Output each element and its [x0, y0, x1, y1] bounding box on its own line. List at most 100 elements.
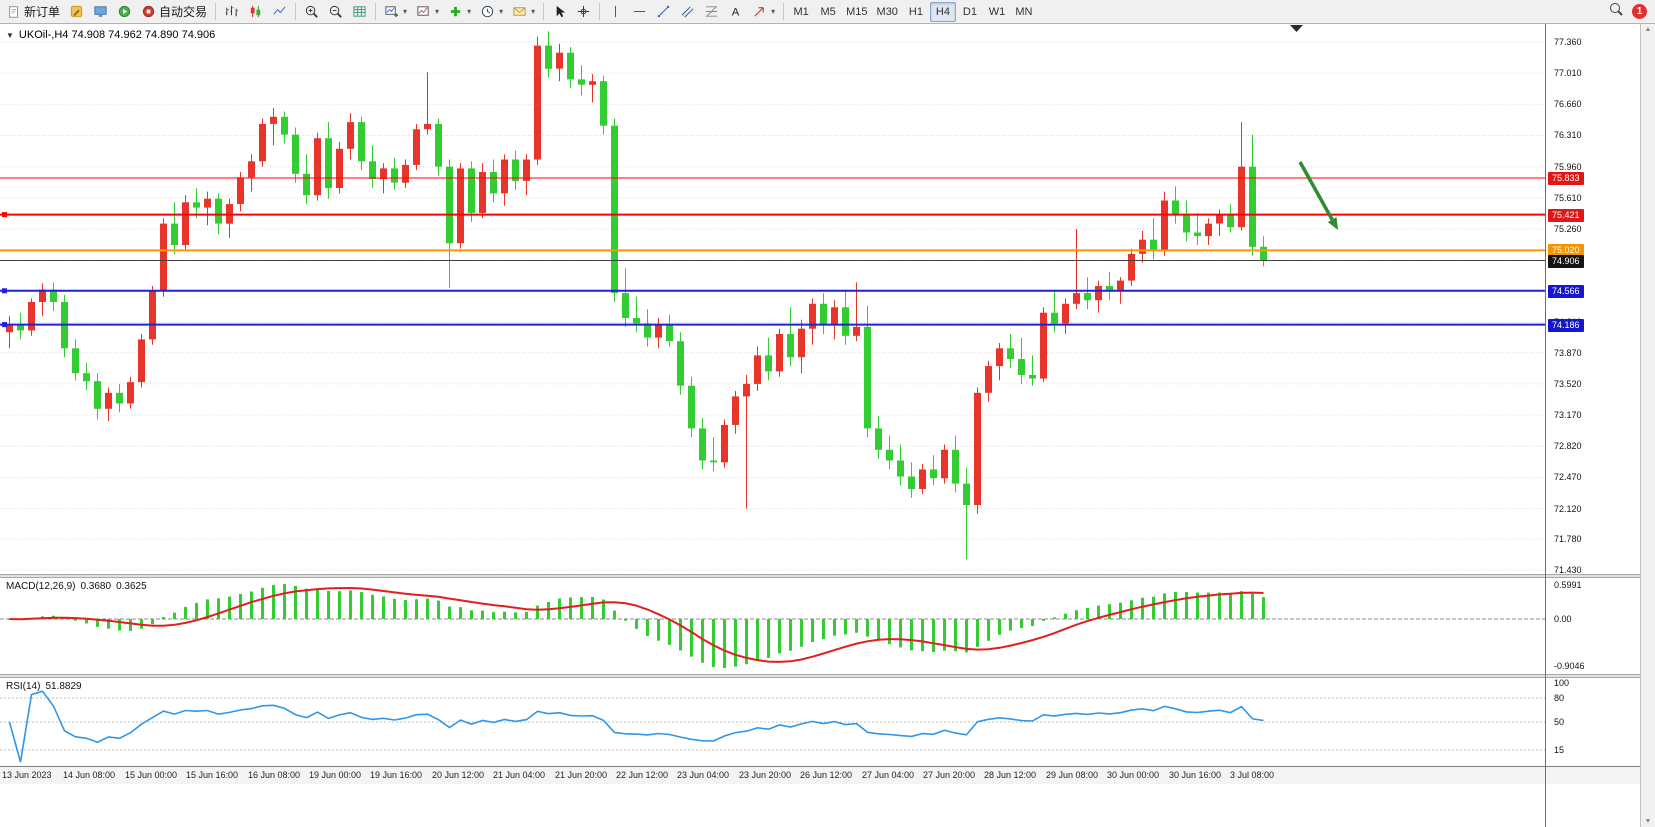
grid-icon — [352, 4, 367, 19]
price-axis-label: 72.120 — [1554, 504, 1582, 514]
chart-window: ▼ UKOil-,H4 74.908 74.962 74.890 74.906 … — [0, 24, 1655, 827]
dropdown-arrow-icon: ▾ — [435, 7, 440, 16]
macd-axis[interactable]: 0.5991 0.00 -0.9046 — [1546, 578, 1640, 674]
new-order-button[interactable]: 新订单 — [3, 2, 64, 22]
rsi-axis-label: 100 — [1554, 678, 1570, 688]
pane-splitter[interactable] — [1546, 674, 1640, 678]
fibonacci-button[interactable] — [700, 2, 723, 22]
equidistant-channel-icon — [680, 4, 695, 19]
plot-column: ▼ UKOil-,H4 74.908 74.962 74.890 74.906 … — [0, 24, 1545, 827]
pane-splitter[interactable] — [0, 574, 1545, 578]
profiles-icon — [416, 4, 431, 19]
scroll-down-icon[interactable]: ▼ — [1644, 818, 1652, 825]
zoom-in-icon — [304, 4, 319, 19]
price-axis-label: 77.360 — [1554, 37, 1582, 47]
pane-splitter[interactable] — [0, 674, 1545, 678]
horizontal-line-button[interactable] — [628, 2, 651, 22]
autotrading-label: 自动交易 — [159, 5, 208, 19]
one-click-trading-toggle[interactable]: ▼ — [6, 30, 14, 40]
notification-badge[interactable]: 1 — [1632, 4, 1647, 19]
scroll-up-icon[interactable]: ▲ — [1644, 26, 1652, 33]
time-axis-label: 3 Jul 08:00 — [1230, 770, 1275, 780]
price-axis-column[interactable]: 77.360 77.010 76.660 76.310 75.960 75.610 75.2… — [1545, 24, 1640, 827]
autotrading-icon — [141, 4, 156, 19]
time-axis-label: 23 Jun 20:00 — [739, 770, 792, 780]
line-chart-button[interactable] — [268, 2, 291, 22]
new-chart-icon — [384, 4, 399, 19]
indicators-button[interactable]: ▾ — [444, 2, 475, 22]
arrow-annotation[interactable] — [1298, 161, 1334, 221]
time-axis-corner — [1546, 766, 1640, 784]
cursor-button[interactable] — [548, 2, 571, 22]
time-axis-label: 28 Jun 12:00 — [984, 770, 1037, 780]
zoom-in-button[interactable] — [300, 2, 323, 22]
timeframe-h1[interactable]: H1 — [908, 5, 923, 18]
bar-chart-button[interactable] — [220, 2, 243, 22]
macd-label: MACD(12,26,9) 0.3680 0.3625 — [6, 581, 147, 592]
rsi-axis-label: 80 — [1554, 693, 1565, 703]
toolbar-separator — [215, 3, 217, 20]
price-tag-74.186: 74.186 — [1548, 319, 1584, 332]
price-tag-75.833: 75.833 — [1548, 172, 1584, 185]
svg-text:A: A — [732, 6, 740, 18]
search-button[interactable] — [1608, 1, 1624, 22]
timeframe-mn[interactable]: MN — [1015, 5, 1033, 18]
vertical-line-button[interactable] — [604, 2, 627, 22]
time-axis-label: 20 Jun 12:00 — [432, 770, 485, 780]
macd-canvas[interactable] — [0, 578, 1545, 674]
time-axis-label: 23 Jun 04:00 — [677, 770, 730, 780]
time-axis-label: 14 Jun 08:00 — [63, 770, 116, 780]
candlestick-chart-icon — [248, 4, 263, 19]
price-axis-label: 73.520 — [1554, 379, 1582, 389]
periods-button[interactable]: ▾ — [476, 2, 507, 22]
arrows-button[interactable]: ▾ — [748, 2, 779, 22]
time-axis-label: 21 Jun 20:00 — [555, 770, 608, 780]
dropdown-arrow-icon: ▾ — [531, 7, 536, 16]
equidistant-channel-button[interactable] — [676, 2, 699, 22]
price-tag-74.566: 74.566 — [1548, 285, 1584, 298]
chart-shift-marker[interactable] — [1290, 25, 1303, 32]
chart-title: ▼ UKOil-,H4 74.908 74.962 74.890 74.906 — [6, 29, 215, 41]
timeframe-w1[interactable]: W1 — [988, 5, 1006, 18]
text-tool-button[interactable]: A — [724, 2, 747, 22]
timeframe-m1[interactable]: M1 — [793, 5, 809, 18]
timeframe-m30[interactable]: M30 — [876, 5, 898, 18]
price-axis-label: 71.780 — [1554, 534, 1582, 544]
timeframe-d1[interactable]: D1 — [962, 5, 977, 18]
zoom-out-button[interactable] — [324, 2, 347, 22]
macd-pane[interactable]: MACD(12,26,9) 0.3680 0.3625 — [0, 578, 1545, 674]
price-axis[interactable]: 77.360 77.010 76.660 76.310 75.960 75.610 75.2… — [1546, 24, 1640, 575]
toolbar: 新订单 自动交易 ▾ ▾ ▾ ▾ ▾ A ▾ M — [0, 0, 1655, 24]
templates-button[interactable]: ▾ — [508, 2, 539, 22]
timeframe-m15[interactable]: M15 — [846, 5, 868, 18]
cursor-icon — [552, 4, 567, 19]
autotrading-button[interactable]: 自动交易 — [137, 2, 211, 22]
time-axis-label: 29 Jun 08:00 — [1046, 770, 1099, 780]
trend-line-button[interactable] — [652, 2, 675, 22]
toolbar-separator — [543, 3, 545, 20]
terminal-icon — [93, 4, 108, 19]
strategy-tester-button[interactable] — [113, 2, 136, 22]
main-price-pane[interactable]: ▼ UKOil-,H4 74.908 74.962 74.890 74.906 — [0, 24, 1545, 574]
timeframe-h4[interactable]: H4 — [929, 1, 956, 22]
rsi-canvas[interactable] — [0, 678, 1545, 766]
grid-button[interactable] — [348, 2, 371, 22]
scrollbar[interactable]: ▲ ▼ — [1640, 24, 1655, 827]
terminal-button[interactable] — [89, 2, 112, 22]
profiles-button[interactable]: ▾ — [412, 2, 443, 22]
pane-splitter[interactable] — [1546, 574, 1640, 578]
new-chart-button[interactable]: ▾ — [380, 2, 411, 22]
timeframe-group: M1 M5 M15 M30 H1 H4 D1 W1 MN — [788, 1, 1037, 22]
strategy-tester-icon — [117, 4, 132, 19]
timeframe-m5[interactable]: M5 — [820, 5, 836, 18]
rsi-pane[interactable]: RSI(14) 51.8829 — [0, 678, 1545, 766]
metaeditor-button[interactable] — [65, 2, 88, 22]
dropdown-arrow-icon: ▾ — [403, 7, 408, 16]
candlestick-chart-button[interactable] — [244, 2, 267, 22]
time-axis[interactable]: 13 Jun 2023 14 Jun 08:00 15 Jun 00:00 15 Ju… — [0, 766, 1545, 784]
clock-icon — [480, 4, 495, 19]
fibonacci-icon — [704, 4, 719, 19]
crosshair-button[interactable] — [572, 2, 595, 22]
main-chart-canvas[interactable] — [0, 24, 1545, 574]
rsi-axis[interactable]: 100 80 50 15 — [1546, 678, 1640, 766]
